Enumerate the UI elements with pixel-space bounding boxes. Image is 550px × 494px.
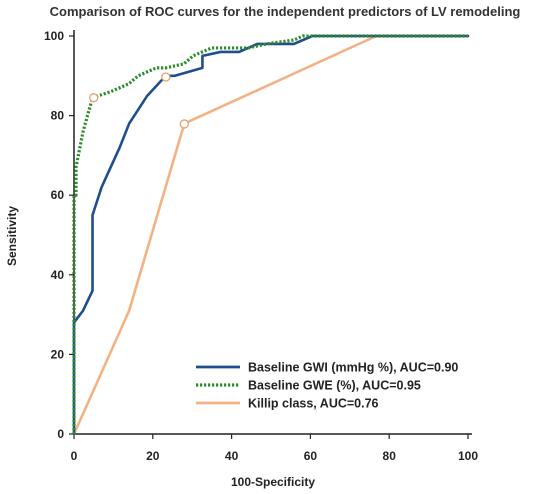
x-tick-label: 40 bbox=[225, 449, 239, 463]
x-tick-label: 60 bbox=[304, 449, 318, 463]
chart-title: Comparison of ROC curves for the indepen… bbox=[50, 4, 521, 19]
x-tick-label: 80 bbox=[383, 449, 397, 463]
series-line-1 bbox=[72, 34, 468, 434]
x-tick-label: 20 bbox=[146, 449, 160, 463]
markers-group bbox=[89, 72, 189, 129]
x-tick-label: 100 bbox=[458, 449, 478, 463]
axes: 0 20 40 60 80 100 0 20 40 60 80 100 bbox=[44, 29, 478, 463]
y-tick-label: 60 bbox=[51, 188, 65, 202]
legend-label-1: Baseline GWE (%), AUC=0.95 bbox=[248, 379, 421, 393]
y-tick-label: 80 bbox=[51, 109, 65, 123]
y-tick-label: 0 bbox=[57, 427, 64, 441]
y-tick-label: 100 bbox=[44, 29, 64, 43]
y-axis-label: Sensitivity bbox=[5, 206, 19, 266]
y-tick-label: 20 bbox=[51, 347, 65, 361]
legend-label-2: Killip class, AUC=0.76 bbox=[248, 397, 379, 411]
x-axis-label: 100-Specificity bbox=[231, 475, 315, 489]
x-tick-label: 0 bbox=[71, 449, 78, 463]
cutoff-point-0 bbox=[161, 72, 171, 82]
cutoff-point-1 bbox=[89, 93, 99, 103]
y-tick-label: 40 bbox=[51, 268, 65, 282]
legend-label-0: Baseline GWI (mmHg %), AUC=0.90 bbox=[248, 361, 458, 375]
legend: Baseline GWI (mmHg %), AUC=0.90 Baseline … bbox=[196, 361, 458, 411]
cutoff-point-2 bbox=[179, 119, 189, 129]
